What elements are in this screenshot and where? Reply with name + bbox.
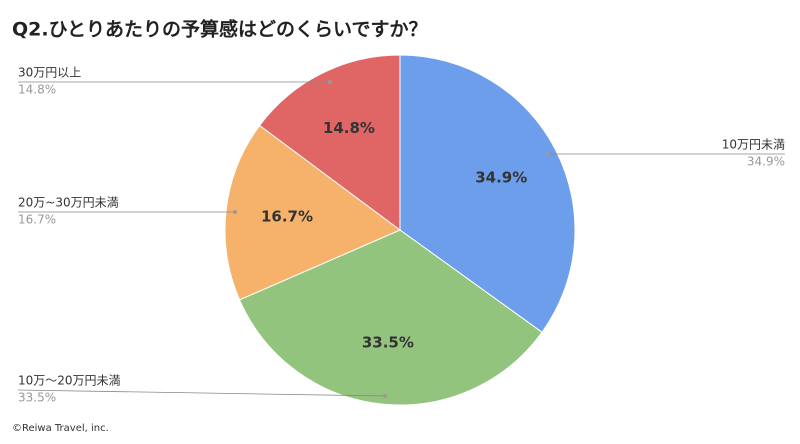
leader-dot — [383, 394, 387, 398]
legend-value: 14.8% — [18, 83, 56, 97]
pie-slice — [238, 229, 543, 406]
leader-dot — [233, 210, 237, 214]
leader-dot — [546, 152, 550, 156]
legend-label: 20万~30万円未満 — [18, 196, 119, 210]
pie-slice — [224, 124, 401, 301]
slice-label: 34.9% — [475, 169, 527, 187]
footer: ©Reiwa Travel, inc. — [12, 423, 109, 434]
legend-value: 33.5% — [18, 391, 56, 405]
legend-value: 16.7% — [18, 213, 56, 227]
pie-slice — [399, 54, 576, 333]
slice-label: 14.8% — [323, 119, 375, 137]
legend-label: 10万円未満 — [722, 138, 785, 152]
slice-label: 33.5% — [362, 334, 414, 352]
chart-title: Q2.ひとりあたりの予算感はどのくらいですか？ — [12, 18, 427, 41]
slice-label: 16.7% — [261, 207, 313, 225]
leader-dot — [328, 80, 332, 84]
legend-value: 34.9% — [747, 155, 785, 169]
leader-line — [17, 389, 386, 397]
legend-label: 10万〜20万円未満 — [18, 374, 121, 388]
pie-slice — [258, 54, 401, 231]
legend-label: 30万円以上 — [18, 66, 81, 80]
